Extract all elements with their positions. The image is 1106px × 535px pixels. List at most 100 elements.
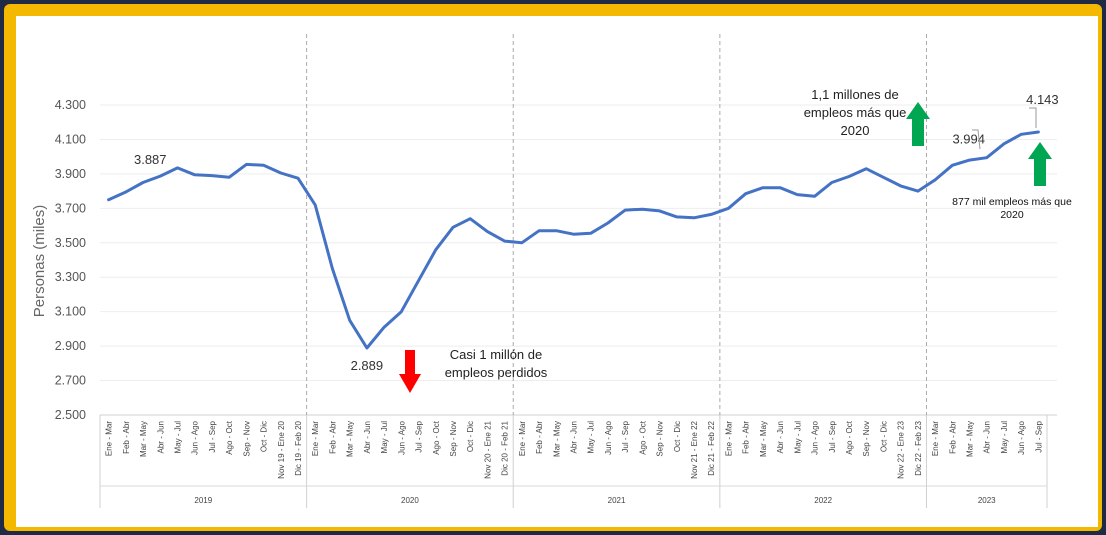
x-tick-label: Sep - Nov [656, 421, 665, 457]
x-tick-label: Dic 20 - Feb 21 [501, 420, 510, 475]
x-axis-years: 2019 2020 2021 2022 2023 [194, 496, 996, 505]
annotation-loss: Casi 1 millón de empleos perdidos [445, 347, 548, 380]
x-tick-label: Mar - May [966, 421, 975, 457]
year-label: 2022 [814, 496, 832, 505]
down-arrow-icon [399, 350, 421, 393]
y-tick-label: 3.900 [55, 167, 86, 181]
x-tick-label: Sep - Nov [242, 421, 251, 457]
y-tick-label: 4.300 [55, 98, 86, 112]
y-tick-label: 3.300 [55, 270, 86, 284]
chart-frame: 2.500 2.700 2.900 3.100 3.300 3.500 3.700 3.900… [4, 4, 1102, 531]
x-tick-label: Ene - Mar [105, 421, 114, 456]
x-tick-label: Nov 21 - Ene 22 [690, 420, 699, 478]
x-tick-label: Jul - Sep [621, 420, 630, 452]
annotation-gain-2022-line2: empleos más que [804, 105, 907, 120]
x-tick-label: Abr - Jun [776, 421, 785, 453]
series-line [107, 130, 1040, 350]
x-tick-label: Mar - May [552, 421, 561, 457]
annotation-gain-2022-line1: 1,1 millones de [811, 87, 898, 102]
line-chart: 2.500 2.700 2.900 3.100 3.300 3.500 3.700 3.900… [31, 34, 1072, 508]
x-tick-label: Jul - Sep [415, 420, 424, 452]
up-arrow-icon [1028, 142, 1052, 186]
y-tick-label: 4.100 [55, 132, 86, 146]
x-tick-label: Oct - Dic [260, 421, 269, 452]
y-tick-label: 3.500 [55, 236, 86, 250]
leader-line-4143 [1029, 107, 1037, 128]
x-tick-label: Jun - Ago [191, 420, 200, 454]
data-label: 3.887 [134, 152, 167, 167]
annotation-loss-line1: Casi 1 millón de [450, 347, 543, 362]
year-label: 2020 [401, 496, 419, 505]
x-tick-label: Ene - Mar [311, 421, 320, 456]
x-tick-label: Oct - Dic [673, 421, 682, 452]
x-tick-label: Jun - Ago [397, 420, 406, 454]
x-tick-label: Dic 19 - Feb 20 [294, 420, 303, 475]
x-tick-label: Ene - Mar [931, 421, 940, 456]
year-dividers [99, 34, 1048, 508]
x-tick-label: Jun - Ago [604, 420, 613, 454]
x-tick-label: Abr - Jun [983, 421, 992, 453]
x-tick-label: Ago - Oct [432, 420, 441, 455]
x-tick-label: Ago - Oct [225, 420, 234, 455]
x-tick-label: May - Jul [793, 421, 802, 454]
y-axis-ticks: 2.500 2.700 2.900 3.100 3.300 3.500 3.700 3.900… [55, 98, 86, 422]
annotation-gain-2023: 877 mil empleos más que 2020 [952, 196, 1072, 221]
x-tick-label: Abr - Jun [570, 421, 579, 453]
x-tick-label: Jul - Sep [828, 420, 837, 452]
x-tick-label: Sep - Nov [449, 421, 458, 457]
data-label: 2.889 [351, 358, 384, 373]
gridlines [100, 104, 1057, 416]
annotation-gain-2023-line2: 2020 [1000, 209, 1024, 221]
annotation-gain-2022-line3: 2020 [841, 123, 870, 138]
x-tick-label: May - Jul [587, 421, 596, 454]
y-tick-label: 3.700 [55, 201, 86, 215]
annotation-gain-2022: 1,1 millones de empleos más que 2020 [804, 87, 907, 138]
x-tick-label: Ene - Mar [724, 421, 733, 456]
x-tick-label: Oct - Dic [466, 421, 475, 452]
year-label: 2021 [608, 496, 626, 505]
x-tick-label: Ago - Oct [638, 420, 647, 455]
x-tick-label: May - Jul [1000, 421, 1009, 454]
x-tick-label: May - Jul [380, 421, 389, 454]
x-tick-label: Abr - Jun [156, 421, 165, 453]
x-tick-label: Jul - Sep [208, 420, 217, 452]
x-tick-label: Ene - Mar [518, 421, 527, 456]
year-label: 2023 [978, 496, 996, 505]
x-tick-label: Ago - Oct [845, 420, 854, 455]
x-tick-label: Feb - Abr [948, 421, 957, 454]
y-tick-label: 3.100 [55, 305, 86, 319]
x-tick-label: Mar - May [139, 421, 148, 457]
x-tick-label: Feb - Abr [328, 421, 337, 454]
x-tick-label: Abr - Jun [363, 421, 372, 453]
x-tick-label: Mar - May [346, 421, 355, 457]
x-tick-label: Jun - Ago [811, 420, 820, 454]
x-tick-label: Mar - May [759, 421, 768, 457]
x-axis-categories: Ene - Mar Feb - Abr Mar - May Abr - Jun May … [105, 420, 1044, 479]
up-arrow-icon [906, 102, 930, 146]
y-tick-label: 2.500 [55, 408, 86, 422]
x-tick-label: Dic 22 - Feb 23 [914, 420, 923, 475]
chart-panel: 2.500 2.700 2.900 3.100 3.300 3.500 3.700 3.900… [16, 16, 1098, 527]
x-tick-label: Jul - Sep [1034, 420, 1043, 452]
x-tick-label: May - Jul [173, 421, 182, 454]
year-label: 2019 [194, 496, 212, 505]
x-tick-label: Nov 20 - Ene 21 [483, 420, 492, 478]
leader-line-3994 [972, 129, 981, 150]
x-tick-label: Oct - Dic [879, 421, 888, 452]
y-tick-label: 2.700 [55, 374, 86, 388]
annotation-loss-line2: empleos perdidos [445, 365, 548, 380]
x-tick-label: Dic 21 - Feb 22 [707, 420, 716, 475]
point-labels: 3.887 2.889 3.994 4.143 [134, 92, 1059, 373]
y-axis-label: Personas (miles) [31, 205, 48, 318]
x-tick-label: Sep - Nov [862, 421, 871, 457]
x-tick-label: Jun - Ago [1017, 420, 1026, 454]
x-tick-label: Nov 22 - Ene 23 [897, 420, 906, 478]
data-label: 4.143 [1026, 92, 1059, 107]
x-tick-label: Feb - Abr [122, 421, 131, 454]
data-label: 3.994 [952, 132, 985, 147]
y-tick-label: 2.900 [55, 339, 86, 353]
annotation-gain-2023-line1: 877 mil empleos más que [952, 196, 1072, 208]
x-tick-label: Nov 19 - Ene 20 [277, 420, 286, 478]
x-tick-label: Feb - Abr [535, 421, 544, 454]
x-tick-label: Feb - Abr [742, 421, 751, 454]
